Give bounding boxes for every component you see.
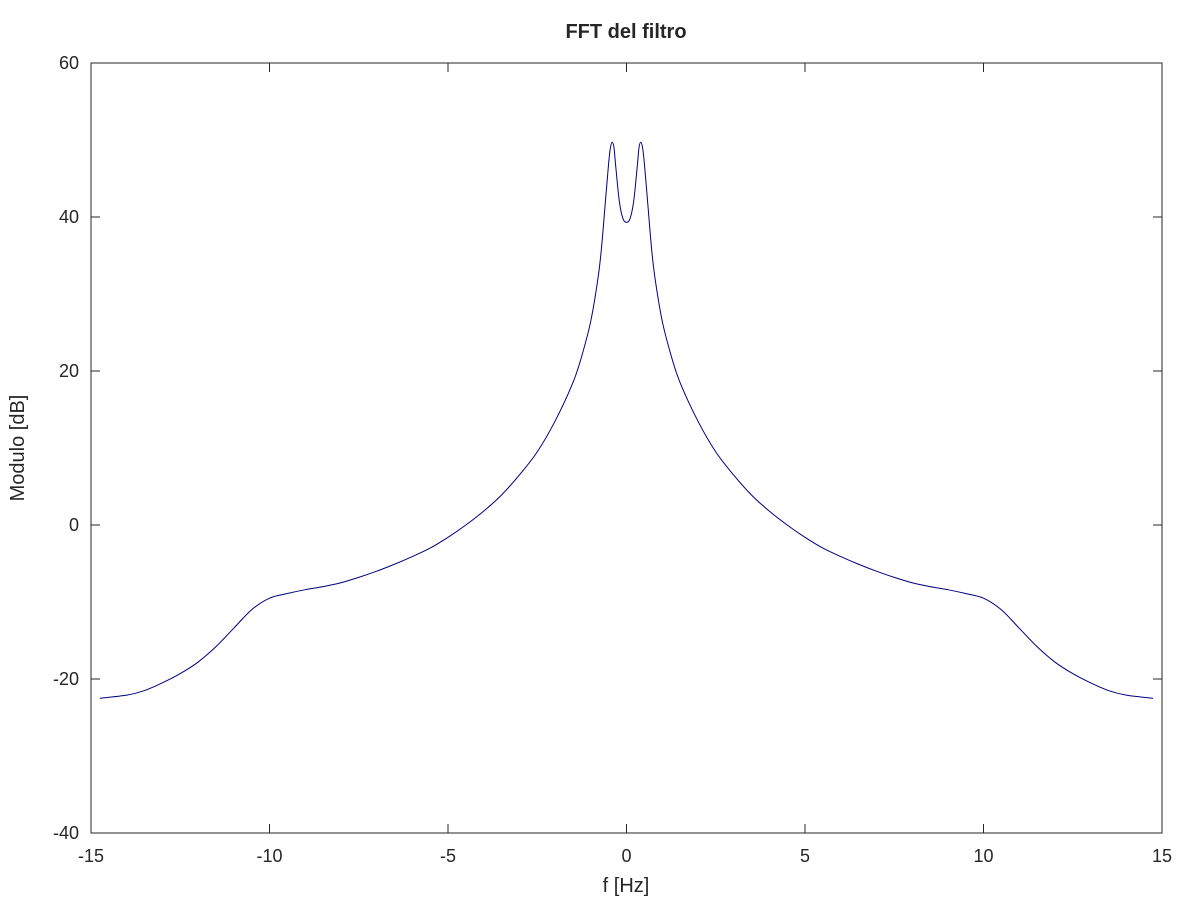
x-tick-label: 5 <box>800 846 810 866</box>
x-tick-label: -5 <box>440 846 456 866</box>
x-tick-label: 10 <box>973 846 993 866</box>
x-tick-label: 0 <box>621 846 631 866</box>
tick-marks <box>90 62 1163 834</box>
y-tick-label: 60 <box>59 53 79 73</box>
y-axis-label: Modulo [dB] <box>7 395 29 502</box>
y-tick-label: -20 <box>53 669 79 689</box>
y-tick-label: 20 <box>59 361 79 381</box>
plot-frame <box>90 62 1163 834</box>
y-tick-labels: -40 -20 0 20 40 60 <box>53 53 79 843</box>
y-tick-label: -40 <box>53 823 79 843</box>
y-tick-label: 0 <box>69 515 79 535</box>
y-tick-label: 40 <box>59 207 79 227</box>
x-axis-label: f [Hz] <box>603 875 650 897</box>
series-line <box>99 141 1154 699</box>
x-tick-label: 15 <box>1152 846 1172 866</box>
x-tick-label: -10 <box>256 846 282 866</box>
x-tick-labels: -15 -10 -5 0 5 10 15 <box>78 846 1172 866</box>
x-tick-label: -15 <box>78 846 104 866</box>
chart-title: FFT del filtro <box>565 21 686 43</box>
